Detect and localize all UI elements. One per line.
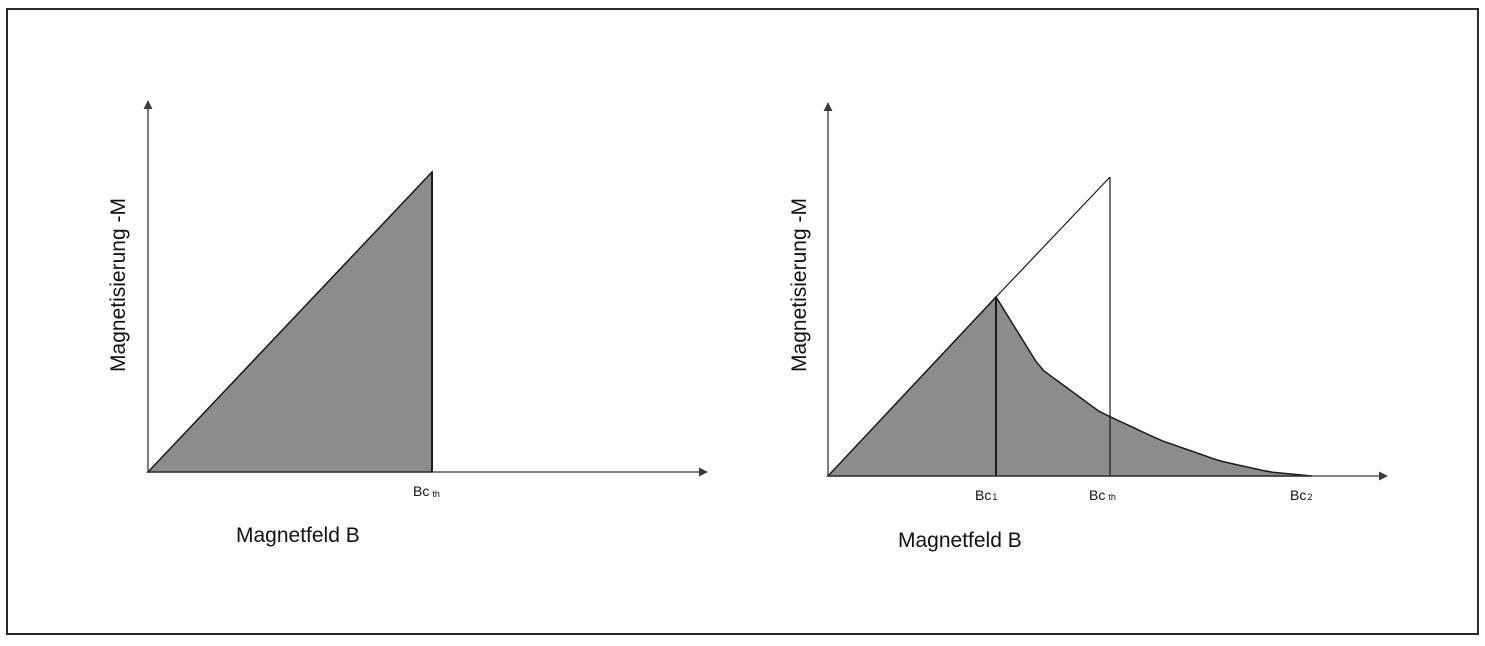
- right-shaded-region: [826, 295, 1313, 477]
- right-tick-bc1: Bc1: [975, 487, 997, 503]
- right-diagram: Magnetisierung -M Magnetfeld B Bc1 Bc th …: [788, 102, 1388, 552]
- figure-frame: [6, 8, 1479, 635]
- left-xlabel: Magnetfeld B: [236, 524, 360, 547]
- left-tick-bcth: Bc th: [413, 483, 440, 499]
- left-shaded-region: [146, 170, 433, 473]
- right-ideal-diagonal: [995, 176, 1111, 298]
- right-xlabel: Magnetfeld B: [898, 529, 1022, 552]
- right-ylabel: Magnetisierung -M: [788, 198, 811, 372]
- right-tick-bcth: Bc th: [1089, 487, 1116, 503]
- left-diagram: Magnetisierung -M Magnetfeld B Bc th: [107, 100, 708, 547]
- right-tick-bc2: Bc2: [1290, 487, 1312, 503]
- left-ylabel: Magnetisierung -M: [107, 198, 130, 372]
